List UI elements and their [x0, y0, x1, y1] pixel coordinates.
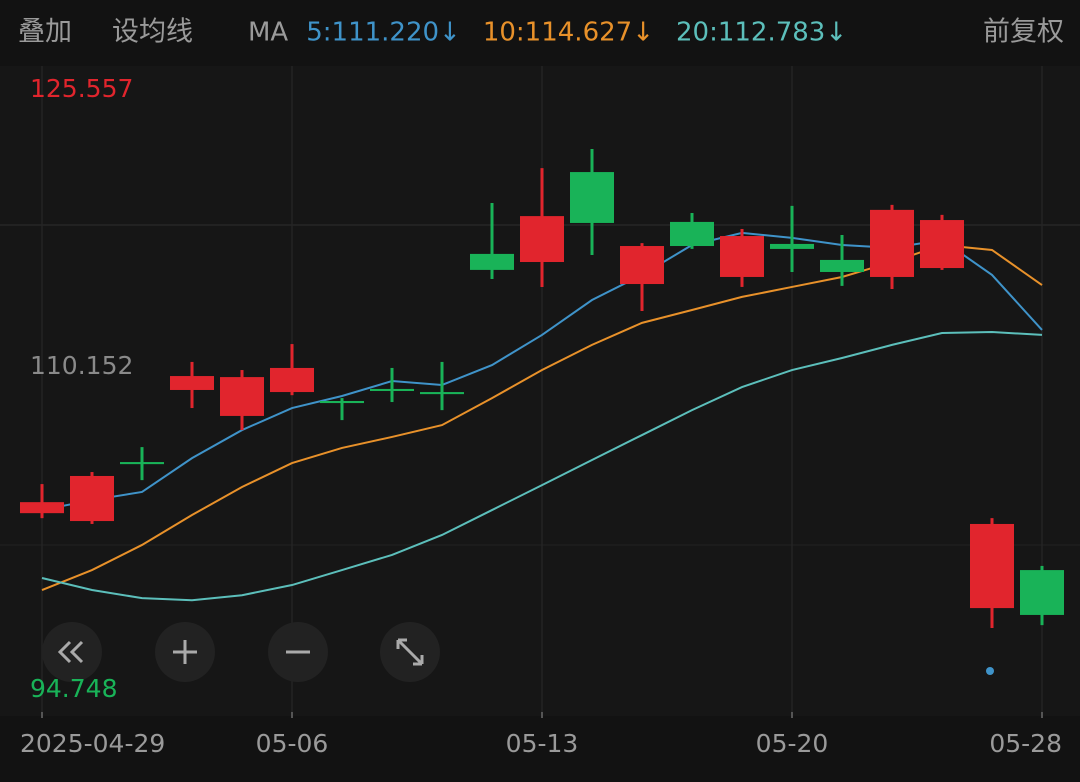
candle-body: [20, 502, 64, 514]
candle-body: [670, 221, 714, 247]
candle-body: [770, 243, 814, 249]
marker-dot: [986, 667, 994, 675]
x-tick-label: 05-20: [756, 729, 829, 758]
candle-body: [820, 259, 864, 272]
ma-label: MA: [248, 18, 288, 48]
candle-body: [570, 172, 614, 223]
x-tick-label: 2025-04-29: [20, 729, 165, 758]
header: 叠加 设均线 MA 5:111.220↓ 10:114.627↓ 20:112.783↓ 前…: [18, 17, 1064, 48]
candle-body: [1020, 570, 1064, 615]
toolbar-button[interactable]: 叠加: [18, 17, 72, 48]
candle-body: [120, 462, 164, 465]
adjust-button[interactable]: 前复权: [983, 17, 1064, 48]
legend-entry: 10:114.627↓: [483, 18, 654, 48]
icon: [57, 640, 84, 664]
candle-body: [870, 209, 914, 277]
candle-body: [620, 246, 664, 285]
candle-body: [320, 400, 364, 404]
legend-entry: 5:111.220↓: [306, 18, 461, 48]
legend-entry: 20:112.783↓: [676, 18, 847, 48]
candle-body: [370, 388, 414, 392]
ma-line: [41, 331, 1043, 602]
y-tick-label: 110.152: [30, 351, 133, 380]
x-tick-label: 05-06: [256, 729, 329, 758]
plot-area: [0, 66, 1080, 716]
candle-body: [920, 220, 964, 269]
candle-body: [420, 392, 464, 395]
x-tick-label: 05-13: [506, 729, 579, 758]
candle-body: [470, 253, 514, 270]
candle-body: [520, 216, 564, 263]
candles: [20, 149, 1064, 629]
toolbar-button[interactable]: 设均线: [112, 17, 193, 48]
icon: [396, 638, 424, 666]
candle-body: [70, 475, 114, 522]
y-tick-label: 94.748: [30, 674, 117, 703]
candle-body: [170, 376, 214, 390]
zoom-controls: [42, 622, 440, 682]
y-tick-label: 125.557: [30, 74, 133, 103]
candle-body: [220, 377, 264, 416]
candle-body: [720, 236, 764, 277]
candle-body: [270, 367, 314, 393]
icon: [173, 640, 197, 664]
candle-body: [970, 523, 1014, 609]
x-tick-label: 05-28: [989, 729, 1062, 758]
